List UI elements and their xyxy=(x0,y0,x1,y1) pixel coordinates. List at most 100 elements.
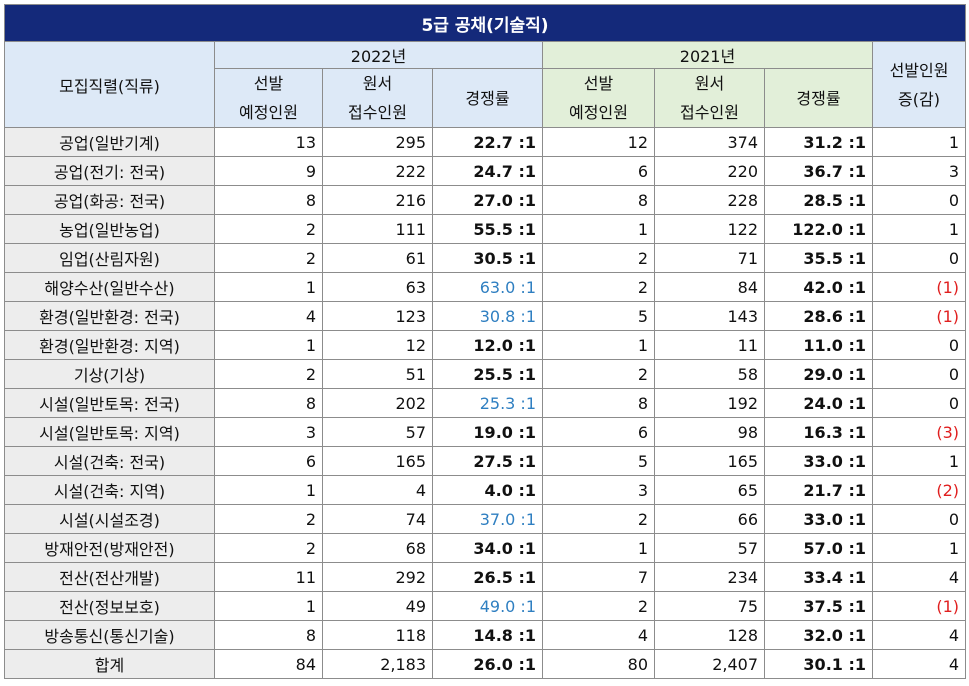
change-cell: 0 xyxy=(871,243,967,273)
ratio-2021-cell: 37.5 :1 xyxy=(764,591,873,621)
table-row: 기상(기상) 2 51 25.5 :1 2 58 29.0 :1 0 xyxy=(4,359,967,389)
table-row: 공업(전기: 전국) 9 222 24.7 :1 6 220 36.7 :1 3 xyxy=(4,156,967,186)
planned-2022-cell: 2 xyxy=(214,533,323,563)
ratio-2022-cell: 19.0 :1 xyxy=(432,417,543,447)
change-cell: 4 xyxy=(871,649,967,679)
ratio-2021-cell: 16.3 :1 xyxy=(764,417,873,447)
change-cell: 0 xyxy=(871,185,967,215)
category-cell: 시설(건축: 전국) xyxy=(4,446,215,476)
planned-2021-cell: 8 xyxy=(542,185,655,215)
category-cell: 기상(기상) xyxy=(4,359,215,389)
category-cell: 시설(일반토목: 지역) xyxy=(4,417,215,447)
change-cell: 3 xyxy=(871,156,967,186)
ratio-2021-cell: 42.0 :1 xyxy=(764,272,873,302)
applied-2021-cell: 58 xyxy=(654,359,765,389)
ratio-2022-cell: 22.7 :1 xyxy=(432,127,543,157)
header-2022-applied: 원서 접수인원 xyxy=(322,68,433,128)
applied-2022-cell: 57 xyxy=(322,417,433,447)
ratio-2021-cell: 122.0 :1 xyxy=(764,214,873,244)
planned-2022-cell: 4 xyxy=(214,301,323,331)
applied-2021-cell: 192 xyxy=(654,388,765,418)
ratio-2021-cell: 28.5 :1 xyxy=(764,185,873,215)
ratio-2021-cell: 57.0 :1 xyxy=(764,533,873,563)
applied-2021-cell: 11 xyxy=(654,330,765,360)
category-cell: 방재안전(방재안전) xyxy=(4,533,215,563)
applied-2022-cell: 111 xyxy=(322,214,433,244)
header-2021-ratio: 경쟁률 xyxy=(764,68,873,128)
ratio-2022-cell: 26.0 :1 xyxy=(432,649,543,679)
planned-2021-cell: 7 xyxy=(542,562,655,592)
change-cell: 0 xyxy=(871,504,967,534)
planned-2021-cell: 8 xyxy=(542,388,655,418)
ratio-2021-cell: 33.0 :1 xyxy=(764,446,873,476)
table-row: 시설(건축: 지역) 1 4 4.0 :1 3 65 21.7 :1 (2) xyxy=(4,475,967,505)
ratio-2022-cell: 25.5 :1 xyxy=(432,359,543,389)
planned-2022-cell: 9 xyxy=(214,156,323,186)
ratio-2021-cell: 35.5 :1 xyxy=(764,243,873,273)
planned-2021-cell: 6 xyxy=(542,156,655,186)
applied-2022-cell: 74 xyxy=(322,504,433,534)
ratio-2022-cell: 34.0 :1 xyxy=(432,533,543,563)
applied-2021-cell: 98 xyxy=(654,417,765,447)
applied-2021-cell: 165 xyxy=(654,446,765,476)
category-cell: 전산(전산개발) xyxy=(4,562,215,592)
ratio-2021-cell: 11.0 :1 xyxy=(764,330,873,360)
applied-2021-cell: 143 xyxy=(654,301,765,331)
applied-2022-cell: 68 xyxy=(322,533,433,563)
planned-2021-cell: 5 xyxy=(542,301,655,331)
category-cell: 농업(일반농업) xyxy=(4,214,215,244)
category-cell: 환경(일반환경: 지역) xyxy=(4,330,215,360)
applied-2021-cell: 71 xyxy=(654,243,765,273)
ratio-2022-cell: 37.0 :1 xyxy=(432,504,543,534)
change-cell: (1) xyxy=(871,301,967,331)
table-row: 환경(일반환경: 지역) 1 12 12.0 :1 1 11 11.0 :1 0 xyxy=(4,330,967,360)
ratio-2021-cell: 32.0 :1 xyxy=(764,620,873,650)
change-cell: (3) xyxy=(871,417,967,447)
table-row: 공업(화공: 전국) 8 216 27.0 :1 8 228 28.5 :1 0 xyxy=(4,185,967,215)
planned-2021-cell: 3 xyxy=(542,475,655,505)
planned-2021-cell: 2 xyxy=(542,359,655,389)
applied-2021-cell: 57 xyxy=(654,533,765,563)
table-body: 공업(일반기계) 13 295 22.7 :1 12 374 31.2 :1 1 공업(전기: … xyxy=(4,127,967,679)
ratio-2022-cell: 49.0 :1 xyxy=(432,591,543,621)
change-cell: 1 xyxy=(871,127,967,157)
applied-2022-cell: 222 xyxy=(322,156,433,186)
ratio-2022-cell: 27.5 :1 xyxy=(432,446,543,476)
ratio-2022-cell: 25.3 :1 xyxy=(432,388,543,418)
ratio-2022-cell: 30.8 :1 xyxy=(432,301,543,331)
table-row: 시설(시설조경) 2 74 37.0 :1 2 66 33.0 :1 0 xyxy=(4,504,967,534)
ratio-2022-cell: 14.8 :1 xyxy=(432,620,543,650)
change-cell: 4 xyxy=(871,620,967,650)
table-row: 해양수산(일반수산) 1 63 63.0 :1 2 84 42.0 :1 (1) xyxy=(4,272,967,302)
ratio-2022-cell: 24.7 :1 xyxy=(432,156,543,186)
ratio-2022-cell: 26.5 :1 xyxy=(432,562,543,592)
table-title: 5급 공채(기술직) xyxy=(3,4,967,42)
planned-2022-cell: 11 xyxy=(214,562,323,592)
ratio-2021-cell: 30.1 :1 xyxy=(764,649,873,679)
category-cell: 환경(일반환경: 전국) xyxy=(4,301,215,331)
planned-2021-cell: 4 xyxy=(542,620,655,650)
table-row: 합계 84 2,183 26.0 :1 80 2,407 30.1 :1 4 xyxy=(4,649,967,679)
planned-2021-cell: 1 xyxy=(542,533,655,563)
applied-2021-cell: 65 xyxy=(654,475,765,505)
header-change: 선발인원 증(감) xyxy=(871,41,967,128)
applied-2022-cell: 216 xyxy=(322,185,433,215)
ratio-2022-cell: 4.0 :1 xyxy=(432,475,543,505)
ratio-2021-cell: 31.2 :1 xyxy=(764,127,873,157)
planned-2021-cell: 2 xyxy=(542,591,655,621)
ratio-2021-cell: 36.7 :1 xyxy=(764,156,873,186)
recruitment-table: 5급 공채(기술직) 모집직렬(직류) 2022년 2021년 선발인원 증(감… xyxy=(3,4,967,679)
table-row: 시설(일반토목: 지역) 3 57 19.0 :1 6 98 16.3 :1 (3) xyxy=(4,417,967,447)
header-year-2021: 2021년 xyxy=(542,41,873,69)
category-cell: 공업(화공: 전국) xyxy=(4,185,215,215)
planned-2022-cell: 1 xyxy=(214,591,323,621)
ratio-2022-cell: 63.0 :1 xyxy=(432,272,543,302)
category-cell: 합계 xyxy=(4,649,215,679)
header-year-2022: 2022년 xyxy=(214,41,543,69)
planned-2022-cell: 8 xyxy=(214,620,323,650)
applied-2021-cell: 75 xyxy=(654,591,765,621)
applied-2021-cell: 66 xyxy=(654,504,765,534)
planned-2021-cell: 80 xyxy=(542,649,655,679)
planned-2021-cell: 2 xyxy=(542,504,655,534)
table-row: 방송통신(통신기술) 8 118 14.8 :1 4 128 32.0 :1 4 xyxy=(4,620,967,650)
